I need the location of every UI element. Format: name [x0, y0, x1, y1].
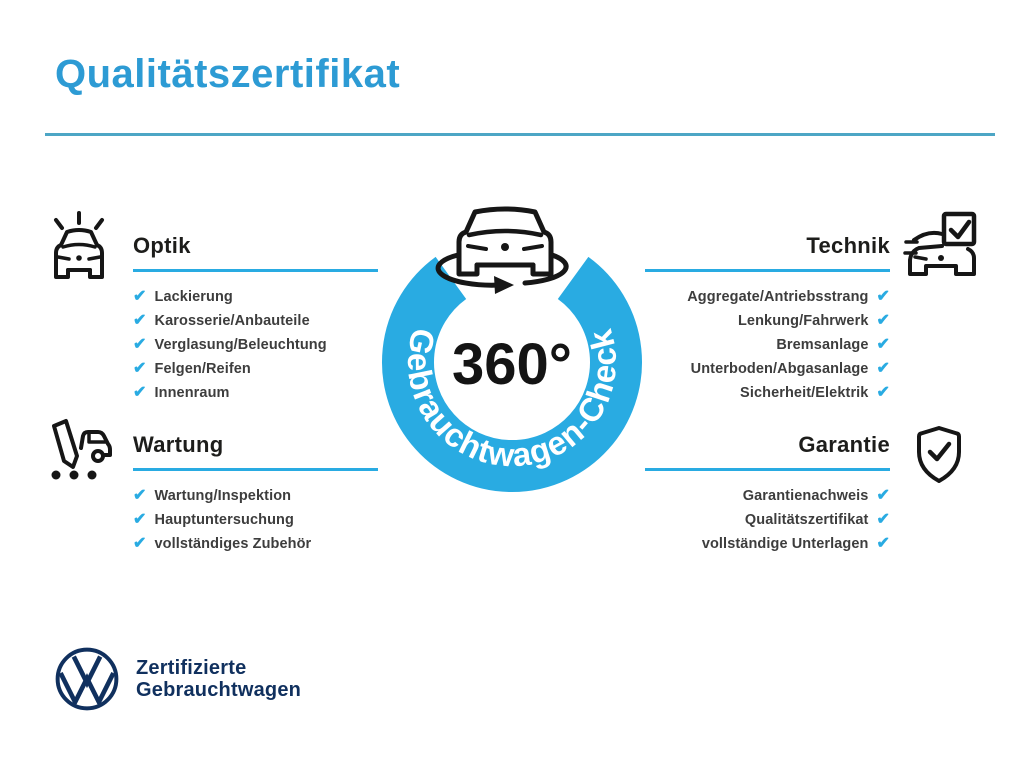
page-title: Qualitätszertifikat — [55, 52, 401, 96]
check-icon: ✔ — [133, 360, 147, 377]
badge-ring — [382, 256, 642, 493]
checklist-item: Bremsanlage ✔ — [645, 333, 890, 357]
check-icon: ✔ — [133, 384, 147, 401]
checklist-garantie: Garantienachweis ✔ Qualitätszertifikat ✔ v… — [645, 484, 890, 556]
check-icon: ✔ — [876, 288, 890, 305]
checklist-item: ✔ vollständiges Zubehör — [133, 532, 378, 556]
section-title-optik: Optik — [133, 233, 191, 258]
check-icon: ✔ — [133, 487, 147, 504]
footer-brand-line1: Zertifizierte — [136, 657, 247, 679]
item-label: Qualitätszertifikat — [744, 512, 869, 528]
check-icon: ✔ — [133, 288, 147, 305]
check-icon: ✔ — [876, 511, 890, 528]
checklist-item: ✔ Felgen/Reifen — [133, 357, 378, 381]
check-icon: ✔ — [133, 336, 147, 353]
section-title-garantie: Garantie — [798, 432, 890, 457]
item-label: Sicherheit/Elektrik — [740, 385, 869, 401]
vw-logo — [55, 647, 119, 711]
checklist-item: Sicherheit/Elektrik ✔ — [645, 381, 890, 405]
item-label: vollständige Unterlagen — [701, 536, 869, 552]
badge-degrees-label: 360° — [452, 332, 572, 397]
section-garantie: Garantie Garantienachweis ✔ Qualitätszert… — [645, 432, 890, 556]
checklist-item: ✔ Verglasung/Beleuchtung — [133, 333, 378, 357]
checklist-item: Lenkung/Fahrwerk ✔ — [645, 309, 890, 333]
checklist-item: ✔ Wartung/Inspektion — [133, 484, 378, 508]
check-icon: ✔ — [876, 384, 890, 401]
service-checklist-icon — [51, 419, 112, 480]
section-underline — [133, 468, 378, 471]
section-underline — [645, 468, 890, 471]
section-underline — [645, 269, 890, 272]
checklist-item: Aggregate/Antriebsstrang ✔ — [645, 285, 890, 309]
car-rotation-icon — [435, 206, 569, 294]
section-optik: Optik ✔ Lackierung ✔ Karosserie/Anbauteile… — [133, 233, 378, 405]
check-icon: ✔ — [876, 336, 890, 353]
section-wartung: Wartung ✔ Wartung/Inspektion ✔ Hauptunters… — [133, 432, 378, 556]
section-title-technik: Technik — [806, 233, 890, 258]
checklist-item: ✔ Karosserie/Anbauteile — [133, 309, 378, 333]
check-icon: ✔ — [876, 360, 890, 377]
item-label: Innenraum — [154, 385, 230, 401]
item-label: vollständiges Zubehör — [154, 536, 312, 552]
item-label: Garantienachweis — [742, 488, 869, 504]
item-label: Karosserie/Anbauteile — [154, 313, 310, 329]
check-icon: ✔ — [876, 487, 890, 504]
item-label: Lackierung — [154, 289, 233, 305]
footer-brand-text: Zertifizierte Gebrauchtwagen — [136, 657, 301, 701]
checklist-item: ✔ Hauptuntersuchung — [133, 508, 378, 532]
checklist-item: Unterboden/Abgasanlage ✔ — [645, 357, 890, 381]
checklist-item: ✔ Innenraum — [133, 381, 378, 405]
checklist-item: Garantienachweis ✔ — [645, 484, 890, 508]
check-icon: ✔ — [133, 511, 147, 528]
footer-brand-line2: Gebrauchtwagen — [136, 679, 302, 701]
item-label: Bremsanlage — [776, 337, 869, 353]
item-label: Hauptuntersuchung — [154, 512, 294, 528]
checklist-optik: ✔ Lackierung ✔ Karosserie/Anbauteile ✔ Verg… — [133, 285, 378, 405]
check-icon: ✔ — [876, 535, 890, 552]
checklist-item: ✔ Lackierung — [133, 285, 378, 309]
checklist-item: vollständige Unterlagen ✔ — [645, 532, 890, 556]
section-title-wartung: Wartung — [133, 432, 224, 457]
item-label: Unterboden/Abgasanlage — [690, 361, 869, 377]
checklist-technik: Aggregate/Antriebsstrang ✔ Lenkung/Fahrwe… — [645, 285, 890, 405]
check-icon: ✔ — [876, 312, 890, 329]
check-icon: ✔ — [133, 312, 147, 329]
item-label: Wartung/Inspektion — [154, 488, 292, 504]
item-label: Aggregate/Antriebsstrang — [687, 289, 869, 305]
section-technik: Technik Aggregate/Antriebsstrang ✔ Lenkun… — [645, 233, 890, 405]
item-label: Lenkung/Fahrwerk — [737, 313, 869, 329]
shield-check-icon — [917, 426, 961, 483]
checklist-item: Qualitätszertifikat ✔ — [645, 508, 890, 532]
360-check-badge: Gebrauchtwagen-Check 360° — [382, 206, 642, 493]
car-shine-icon — [54, 211, 104, 279]
item-label: Felgen/Reifen — [154, 361, 251, 377]
section-underline — [133, 269, 378, 272]
car-checkbox-icon — [903, 211, 977, 276]
checklist-wartung: ✔ Wartung/Inspektion ✔ Hauptuntersuchung ✔… — [133, 484, 378, 556]
item-label: Verglasung/Beleuchtung — [154, 337, 327, 353]
title-divider — [45, 133, 995, 136]
check-icon: ✔ — [133, 535, 147, 552]
